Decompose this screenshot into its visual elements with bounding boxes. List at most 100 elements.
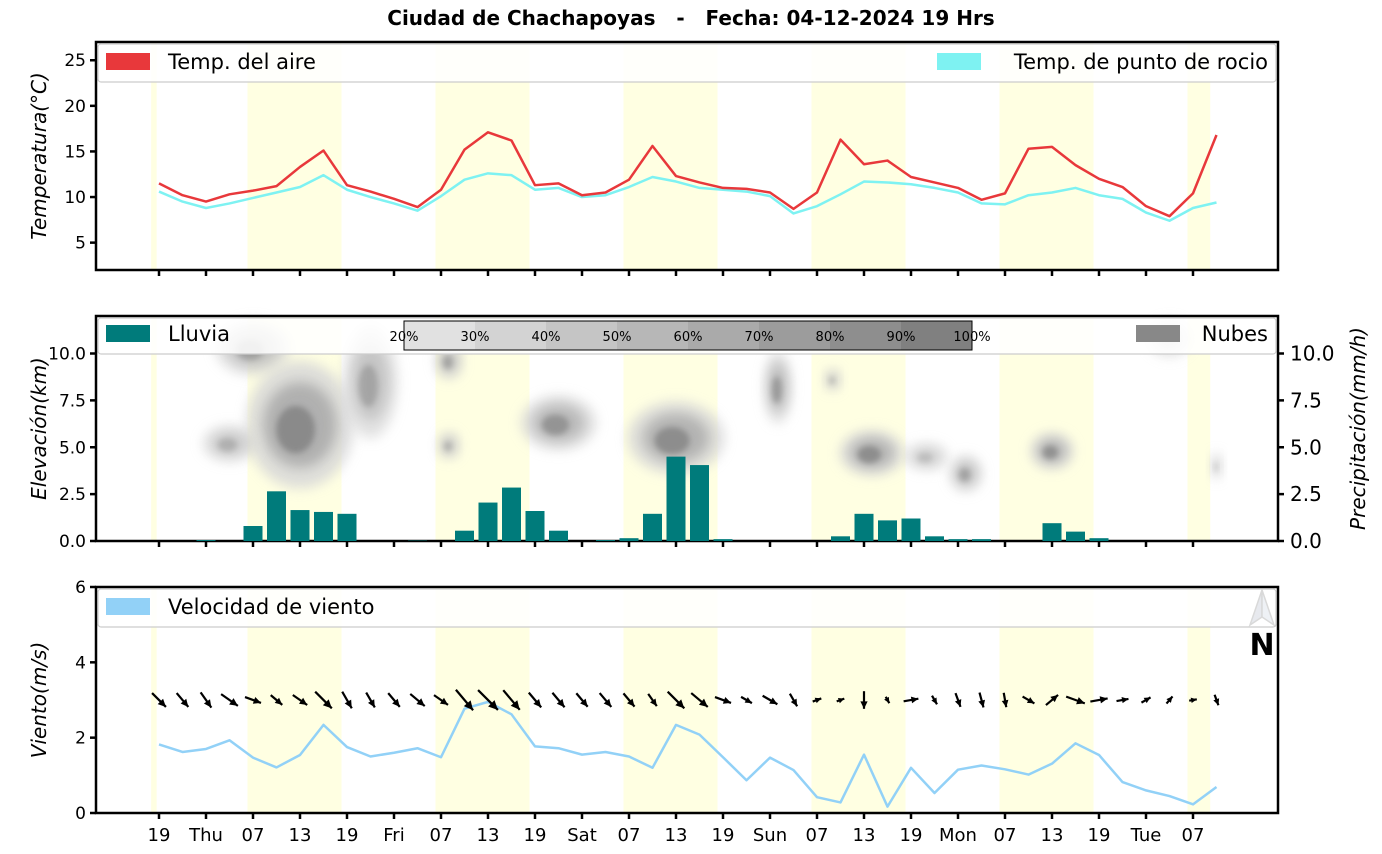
x-tick-label: 07 (430, 825, 453, 846)
y-axis-label: Elevación(km) (27, 357, 51, 500)
wind-arrow (1189, 697, 1197, 704)
rain-bar (502, 487, 521, 541)
axes-frame-1 (94, 40, 1280, 272)
rain-bar (901, 518, 921, 541)
x-tick-label: Fri (383, 825, 404, 846)
wind-arrow-head (1050, 694, 1059, 703)
y-tick-label: 6 (75, 578, 86, 598)
rain-bar (525, 511, 545, 541)
colorbar-tick-label: 80% (816, 330, 845, 345)
wind-arrow-head (1143, 697, 1151, 704)
rain-bar (337, 513, 357, 541)
daylight-band (1187, 587, 1211, 813)
colorbar-tick-label: 70% (745, 330, 774, 345)
cloud-core (541, 414, 570, 436)
rain-bar (619, 538, 639, 541)
wind-arrow-head (675, 699, 685, 709)
wind-arrow-head (463, 700, 474, 711)
daylight-band (151, 587, 157, 813)
legend-clouds-swatch (1136, 325, 1180, 342)
y-tick-label: 0 (75, 804, 86, 824)
cloud-core (857, 446, 881, 463)
colorbar-segment (546, 321, 618, 350)
rain-bar (267, 491, 286, 541)
wind-arrow (762, 694, 778, 706)
colorbar-segment (830, 321, 902, 350)
rain-bar (925, 536, 944, 541)
x-tick-label: 13 (1041, 825, 1064, 846)
wind-arrow-head (722, 697, 732, 704)
wind-arrow (598, 692, 613, 708)
wind-arrow-head (416, 698, 425, 707)
wind-arrow (199, 691, 213, 709)
y-tick-label: 2.5 (59, 485, 86, 505)
colorbar-tick-label: 100% (953, 330, 990, 345)
legend-wind-speed-swatch (106, 598, 150, 615)
y-tick-label: 4 (75, 653, 86, 673)
cloud-core (1042, 445, 1059, 460)
wind-arrow (1001, 692, 1009, 708)
wind-arrow-head (203, 699, 212, 708)
y-tick-label: 20 (64, 97, 86, 117)
wind-arrow (978, 692, 985, 708)
rain-bar (596, 540, 615, 541)
wind-arrow (270, 694, 283, 706)
colorbar-segment (901, 321, 973, 350)
rain-bar (854, 513, 874, 541)
daylight-band (151, 316, 157, 541)
cloud-core (917, 452, 933, 463)
rain-bar (1042, 523, 1062, 541)
colorbar-segment (759, 321, 831, 350)
wind-arrow (622, 692, 636, 708)
wind-arrow (1022, 695, 1035, 705)
wind-arrow (954, 692, 962, 708)
wind-arrow (151, 692, 167, 708)
daylight-band (1187, 42, 1211, 270)
rain-bar (972, 539, 991, 541)
wind-arrow-head (392, 698, 400, 707)
wind-arrow-head (580, 698, 588, 707)
y-tick-label: 10 (64, 188, 86, 208)
wind-arrow-head (1213, 698, 1220, 706)
wind-arrow-head (510, 700, 520, 710)
dew-point-line (158, 172, 1217, 223)
wind-arrow-head (533, 698, 542, 708)
wind-arrow (1065, 695, 1086, 705)
daylight-band (151, 42, 157, 270)
wind-arrow-head (837, 697, 845, 704)
y-tick-label-right: 5.0 (1290, 435, 1322, 459)
colorbar-tick-label: 60% (674, 330, 703, 345)
wind-arrow (292, 694, 308, 706)
axes-frame-2 (94, 314, 1280, 543)
wind-arrow (714, 696, 732, 704)
wind-speed-line (158, 700, 1218, 808)
legend-rain-swatch (106, 325, 150, 342)
wind-arrow (690, 692, 709, 708)
wind-arrow-head (1076, 697, 1085, 705)
legend-wind-speed-label: Velocidad de viento (168, 595, 374, 619)
x-tick-label: 07 (618, 825, 641, 846)
y-axis-label-right: Precipitación(mm/h) (1346, 327, 1370, 530)
rain-bar (666, 456, 686, 541)
wind-arrow (433, 694, 449, 706)
legend-dew-point-swatch (937, 53, 981, 70)
wind-arrow (551, 692, 566, 708)
colorbar-tick-label: 30% (461, 330, 490, 345)
wind-arrow-head (1190, 697, 1197, 704)
wind-arrow (341, 691, 353, 709)
colorbar-tick-label: 20% (390, 330, 419, 345)
rain-bar (948, 539, 968, 541)
x-tick-label: 07 (994, 825, 1017, 846)
y-tick-label: 2 (75, 729, 86, 749)
wind-arrow (175, 692, 190, 708)
wind-arrow (502, 689, 521, 711)
legend-air-temp-label: Temp. del aire (167, 50, 316, 74)
chart-title: Ciudad de Chachapoyas - Fecha: 04-12-202… (387, 6, 995, 30)
wind-arrow (365, 691, 376, 709)
wind-arrow (1116, 696, 1129, 704)
x-tick-label: Sat (567, 825, 597, 846)
rain-bar (831, 536, 850, 541)
x-tick-label: 19 (148, 825, 171, 846)
wind-arrow-head (790, 698, 798, 707)
x-tick-label: 19 (900, 825, 923, 846)
